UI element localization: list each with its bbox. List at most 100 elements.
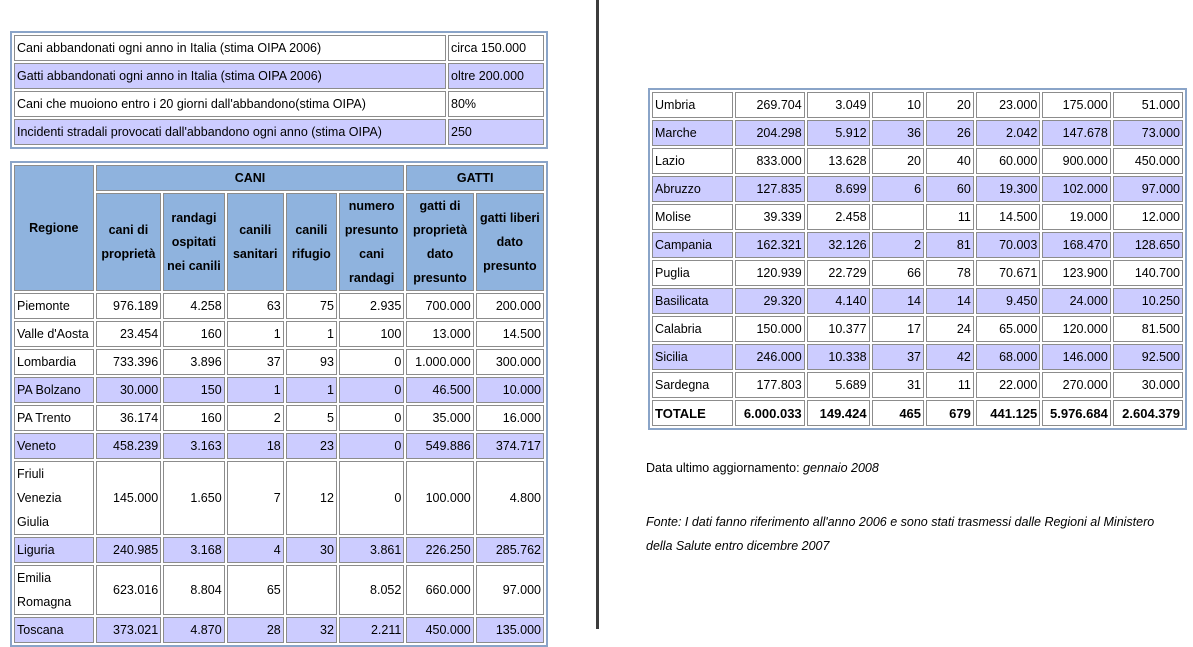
region-name: Lombardia (14, 349, 94, 375)
cell-value: 150.000 (734, 316, 805, 342)
cell-value: 0 (338, 461, 405, 535)
column-header: randagi ospitati nei canili (163, 193, 225, 291)
summary-row: Incidenti stradali provocati dall'abband… (14, 119, 544, 145)
cell-value: 123.900 (1042, 260, 1111, 286)
cell-value: 13.628 (806, 148, 870, 174)
cell-value: 60 (926, 176, 974, 202)
cell-value: 19.000 (1042, 204, 1111, 230)
cell-value (285, 565, 337, 615)
totale-value: 5.976.684 (1042, 400, 1111, 426)
table-row: Friuli Venezia Giulia 145.000 1.650 7 12 0 100… (14, 461, 544, 535)
region-name: Emilia Romagna (14, 565, 94, 615)
table-row: Abruzzo 127.835 8.699 6 60 19.300 102.000 97.00… (652, 176, 1183, 202)
cell-value: 7 (226, 461, 284, 535)
region-name: Puglia (652, 260, 733, 286)
cell-value: 2.042 (975, 120, 1041, 146)
cell-value: 30.000 (95, 377, 162, 403)
cell-value: 97.000 (475, 565, 544, 615)
cell-value: 177.803 (734, 372, 805, 398)
cell-value: 10.377 (806, 316, 870, 342)
table-row: Sicilia 246.000 10.338 37 42 68.000 146.000 92.… (652, 344, 1183, 370)
cell-value: 30.000 (1112, 372, 1183, 398)
cell-value: 145.000 (95, 461, 162, 535)
cell-value: 63 (226, 293, 284, 319)
summary-label: Cani abbandonati ogni anno in Italia (st… (14, 35, 446, 61)
cell-value: 81.500 (1112, 316, 1183, 342)
header-regione: Regione (14, 165, 94, 291)
region-name: Umbria (652, 92, 733, 118)
cell-value: 36 (871, 120, 925, 146)
cell-value: 31 (871, 372, 925, 398)
table-row: Puglia 120.939 22.729 66 78 70.671 123.900 140.… (652, 260, 1183, 286)
cell-value: 2.935 (338, 293, 405, 319)
totale-value: 465 (871, 400, 925, 426)
cell-value: 3.163 (163, 433, 225, 459)
cell-value: 200.000 (475, 293, 544, 319)
cell-value: 60.000 (975, 148, 1041, 174)
cell-value: 150 (163, 377, 225, 403)
cell-value: 68.000 (975, 344, 1041, 370)
cell-value: 81 (926, 232, 974, 258)
cell-value (871, 204, 925, 230)
cell-value: 300.000 (475, 349, 544, 375)
cell-value: 32 (285, 617, 337, 643)
totale-value: 149.424 (806, 400, 870, 426)
cell-value: 5.912 (806, 120, 870, 146)
cell-value: 4.800 (475, 461, 544, 535)
cell-value: 0 (338, 433, 405, 459)
summary-label: Gatti abbandonati ogni anno in Italia (s… (14, 63, 446, 89)
cell-value: 1 (285, 321, 337, 347)
table-row: Sardegna 177.803 5.689 31 11 22.000 270.000 30.… (652, 372, 1183, 398)
region-name: Piemonte (14, 293, 94, 319)
cell-value: 20 (871, 148, 925, 174)
cell-value: 9.450 (975, 288, 1041, 314)
cell-value: 146.000 (1042, 344, 1111, 370)
update-value: gennaio 2008 (803, 461, 879, 475)
cell-value: 16.000 (475, 405, 544, 431)
table-row: Lombardia 733.396 3.896 37 93 0 1.000.000 300.0… (14, 349, 544, 375)
summary-value: 80% (448, 91, 544, 117)
cell-value: 11 (926, 372, 974, 398)
table-row: Valle d'Aosta 23.454 160 1 1 100 13.000 14.500 (14, 321, 544, 347)
totale-row: TOTALE 6.000.033 149.424 465 679 441.125 5.976… (652, 400, 1183, 426)
cell-value: 4.258 (163, 293, 225, 319)
cell-value: 40 (926, 148, 974, 174)
cell-value: 2 (226, 405, 284, 431)
cell-value: 623.016 (95, 565, 162, 615)
cell-value: 2 (871, 232, 925, 258)
cell-value: 36.174 (95, 405, 162, 431)
cell-value: 3.168 (163, 537, 225, 563)
column-header: canili sanitari (226, 193, 284, 291)
cell-value: 204.298 (734, 120, 805, 146)
table-row: PA Bolzano 30.000 150 1 1 0 46.500 10.000 (14, 377, 544, 403)
cell-value: 120.939 (734, 260, 805, 286)
cell-value: 8.804 (163, 565, 225, 615)
cell-value: 8.052 (338, 565, 405, 615)
region-name: Abruzzo (652, 176, 733, 202)
cell-value: 23 (285, 433, 337, 459)
cell-value: 458.239 (95, 433, 162, 459)
cell-value: 37 (226, 349, 284, 375)
region-name: Liguria (14, 537, 94, 563)
cell-value: 3.896 (163, 349, 225, 375)
table-row: Emilia Romagna 623.016 8.804 65 8.052 660.000… (14, 565, 544, 615)
cell-value: 160 (163, 405, 225, 431)
cell-value: 10.338 (806, 344, 870, 370)
cell-value: 2.458 (806, 204, 870, 230)
table-row: Campania 162.321 32.126 2 81 70.003 168.470 128… (652, 232, 1183, 258)
column-header: numero presunto cani randagi (338, 193, 405, 291)
source-note: Fonte: I dati fanno riferimento all'anno… (646, 510, 1154, 558)
cell-value: 42 (926, 344, 974, 370)
cell-value: 70.003 (975, 232, 1041, 258)
column-header: gatti liberi dato presunto (475, 193, 544, 291)
cell-value: 100.000 (406, 461, 474, 535)
cell-value: 5 (285, 405, 337, 431)
header-cani: CANI (95, 165, 405, 191)
cell-value: 92.500 (1112, 344, 1183, 370)
header-gatti: GATTI (406, 165, 544, 191)
table-row: Toscana 373.021 4.870 28 32 2.211 450.000 135.0… (14, 617, 544, 643)
cell-value: 73.000 (1112, 120, 1183, 146)
cell-value: 976.189 (95, 293, 162, 319)
cell-value: 373.021 (95, 617, 162, 643)
region-name: Valle d'Aosta (14, 321, 94, 347)
